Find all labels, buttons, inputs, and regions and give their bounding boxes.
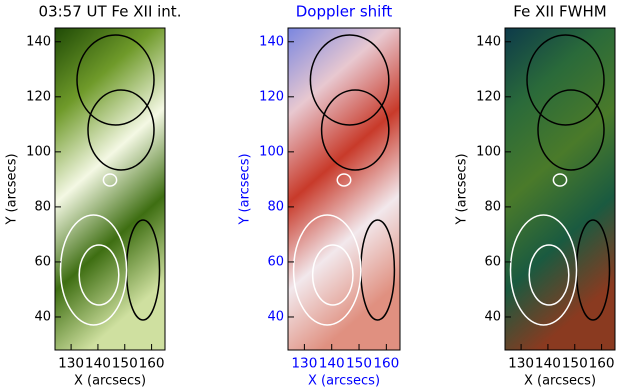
y-tick-label: 120 xyxy=(26,89,51,104)
y-tick-label: 120 xyxy=(259,89,284,104)
contour xyxy=(292,214,362,326)
x-tick-label: 130 xyxy=(58,357,84,372)
contour xyxy=(509,214,578,326)
y-tick-label: 80 xyxy=(34,199,51,214)
x-tick-label: 140 xyxy=(85,357,111,372)
contour xyxy=(336,173,352,187)
y-tick-label: 40 xyxy=(267,309,284,324)
y-tick-label: 60 xyxy=(484,254,501,269)
y-tick-label: 80 xyxy=(484,199,501,214)
y-tick-label: 40 xyxy=(484,309,501,324)
image xyxy=(505,28,615,350)
contour xyxy=(102,173,118,187)
x-tick-label: 160 xyxy=(373,357,399,372)
y-tick-label: 120 xyxy=(476,89,501,104)
contour xyxy=(87,89,155,171)
axes-frame xyxy=(54,27,166,351)
y-tick-label: 140 xyxy=(476,34,501,49)
image xyxy=(288,28,400,350)
x-tick-label: 140 xyxy=(319,357,345,372)
y-tick-label: 80 xyxy=(267,199,284,214)
contour xyxy=(537,89,605,171)
x-axis-label: X (arcsecs) xyxy=(524,374,596,389)
y-axis-label: Y (arcsecs) xyxy=(238,153,253,225)
x-tick-label: 150 xyxy=(112,357,138,372)
contour xyxy=(76,34,155,126)
contour xyxy=(78,244,120,306)
image xyxy=(55,28,165,350)
y-tick-label: 100 xyxy=(476,144,501,159)
axes-frame xyxy=(504,27,616,351)
x-tick-label: 150 xyxy=(562,357,588,372)
y-axis-label: Y (arcsecs) xyxy=(455,153,470,225)
x-tick-label: 150 xyxy=(346,357,372,372)
y-tick-label: 60 xyxy=(267,254,284,269)
contour xyxy=(552,173,568,187)
panel-title: Doppler shift xyxy=(296,3,393,21)
x-tick-label: 160 xyxy=(139,357,165,372)
y-tick-label: 100 xyxy=(259,144,284,159)
y-tick-label: 140 xyxy=(26,34,51,49)
y-tick-label: 100 xyxy=(26,144,51,159)
contour xyxy=(320,89,390,171)
contour xyxy=(311,244,354,306)
contour xyxy=(526,34,605,126)
y-axis-label: Y (arcsecs) xyxy=(5,153,20,225)
x-axis-label: X (arcsecs) xyxy=(74,374,146,389)
x-axis-label: X (arcsecs) xyxy=(308,374,380,389)
y-tick-label: 140 xyxy=(259,34,284,49)
x-tick-label: 130 xyxy=(291,357,317,372)
y-tick-label: 40 xyxy=(34,309,51,324)
axes-frame xyxy=(287,27,401,351)
x-tick-label: 160 xyxy=(589,357,615,372)
panel-title: Fe XII FWHM xyxy=(513,3,606,21)
x-tick-label: 130 xyxy=(508,357,534,372)
panel-title: 03:57 UT Fe XII int. xyxy=(39,3,182,21)
x-tick-label: 140 xyxy=(535,357,561,372)
contour xyxy=(59,214,128,326)
contour xyxy=(528,244,570,306)
y-tick-label: 60 xyxy=(34,254,51,269)
contour xyxy=(309,34,390,126)
